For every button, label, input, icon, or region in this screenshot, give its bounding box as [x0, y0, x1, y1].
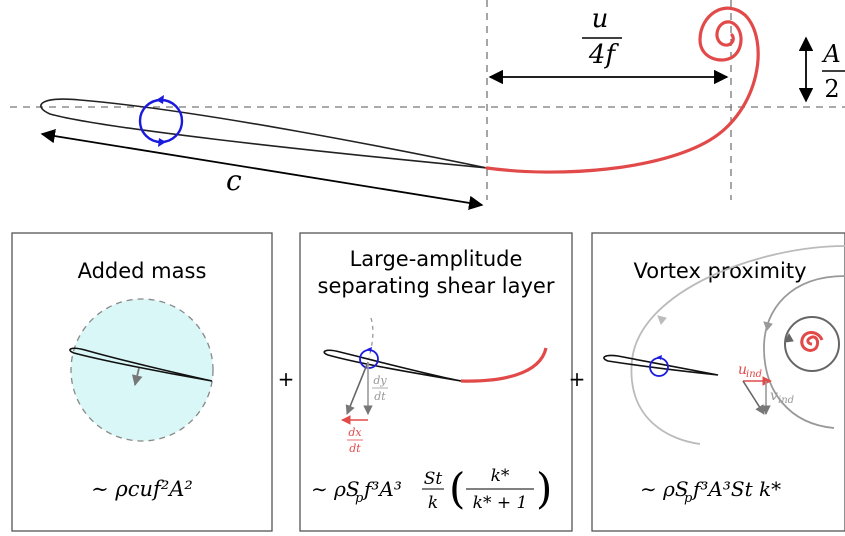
- panel-frame: [299, 232, 573, 532]
- panel-airfoil: [69, 347, 213, 382]
- formula-sub: p: [684, 491, 693, 506]
- plus-sign-2: +: [569, 367, 586, 391]
- panel-added-mass: Added mass ∼ ρcuf²A²: [11, 232, 273, 532]
- panel-title: Vortex proximity: [633, 259, 806, 283]
- streamlines: [630, 245, 845, 445]
- u-ind-sub: ind: [746, 369, 762, 380]
- panel-title-line-2: separating shear layer: [318, 274, 555, 298]
- frac1-den: k: [428, 493, 438, 513]
- frac1-num: St: [424, 469, 443, 489]
- formula-part-a: ∼ ρS: [640, 477, 689, 501]
- panel-title: Added mass: [78, 259, 207, 283]
- chord-arrow: [40, 128, 484, 211]
- added-mass-circle: [70, 298, 214, 442]
- panel-title-line-1: Large-amplitude: [350, 247, 523, 271]
- dx-num: dx: [348, 426, 362, 439]
- formula-sub: p: [355, 491, 364, 506]
- plus-sign-1: +: [278, 367, 295, 391]
- bound-vortex-icon: [138, 95, 184, 147]
- formula-part-b: f³A³St k*: [691, 477, 781, 501]
- 4f-label: 4f: [588, 40, 620, 70]
- airfoil: [40, 98, 488, 169]
- v-ind-label: v: [770, 388, 778, 404]
- formula: ∼ ρS p f³A³St k*: [640, 477, 781, 506]
- paren-open: (: [449, 464, 465, 513]
- shear-layer-curve: [460, 347, 548, 383]
- panel-shear-layer: Large-amplitude separating shear layer d…: [299, 232, 573, 532]
- formula-part-b: f³A³: [362, 477, 402, 501]
- panel-frame: [11, 232, 273, 532]
- top-schematic: c u 4f A 2: [10, 0, 845, 211]
- bound-vortex-icon: [649, 355, 669, 377]
- velocity-arrow: [345, 361, 369, 415]
- induced-velocity-arrow: [742, 380, 765, 415]
- formula: ∼ ρcuf²A²: [91, 477, 193, 501]
- u-ind-label: u: [738, 362, 747, 378]
- paren-close: ): [536, 464, 552, 513]
- dx-den: dt: [349, 442, 361, 455]
- panel-vortex-proximity: Vortex proximity u ind v ind ∼ ρS p f³A³…: [591, 232, 845, 532]
- formula-part-a: ∼ ρS: [311, 477, 360, 501]
- v-ind-sub: ind: [778, 395, 794, 406]
- shear-layer-curve: [485, 6, 760, 174]
- added-mass-arrow: [131, 367, 143, 387]
- frac2-den: k* + 1: [473, 493, 528, 513]
- vortex-trajectory: [368, 317, 374, 359]
- chord-label: c: [226, 164, 242, 197]
- frac2-num: k*: [491, 466, 510, 486]
- dy-den: dt: [374, 390, 386, 403]
- amp-num-label: A: [821, 40, 840, 68]
- amp-den-label: 2: [824, 75, 839, 103]
- u-label: u: [592, 4, 609, 34]
- dy-num: dy: [373, 374, 387, 387]
- panel-frame: [591, 232, 845, 532]
- bound-vortex-icon: [359, 347, 379, 369]
- panel-airfoil: [603, 354, 719, 376]
- formula: ∼ ρS p f³A³ St k ( k* k* + 1 ): [311, 464, 552, 513]
- panel-airfoil: [323, 349, 462, 382]
- shed-vortex-spiral: [800, 331, 824, 352]
